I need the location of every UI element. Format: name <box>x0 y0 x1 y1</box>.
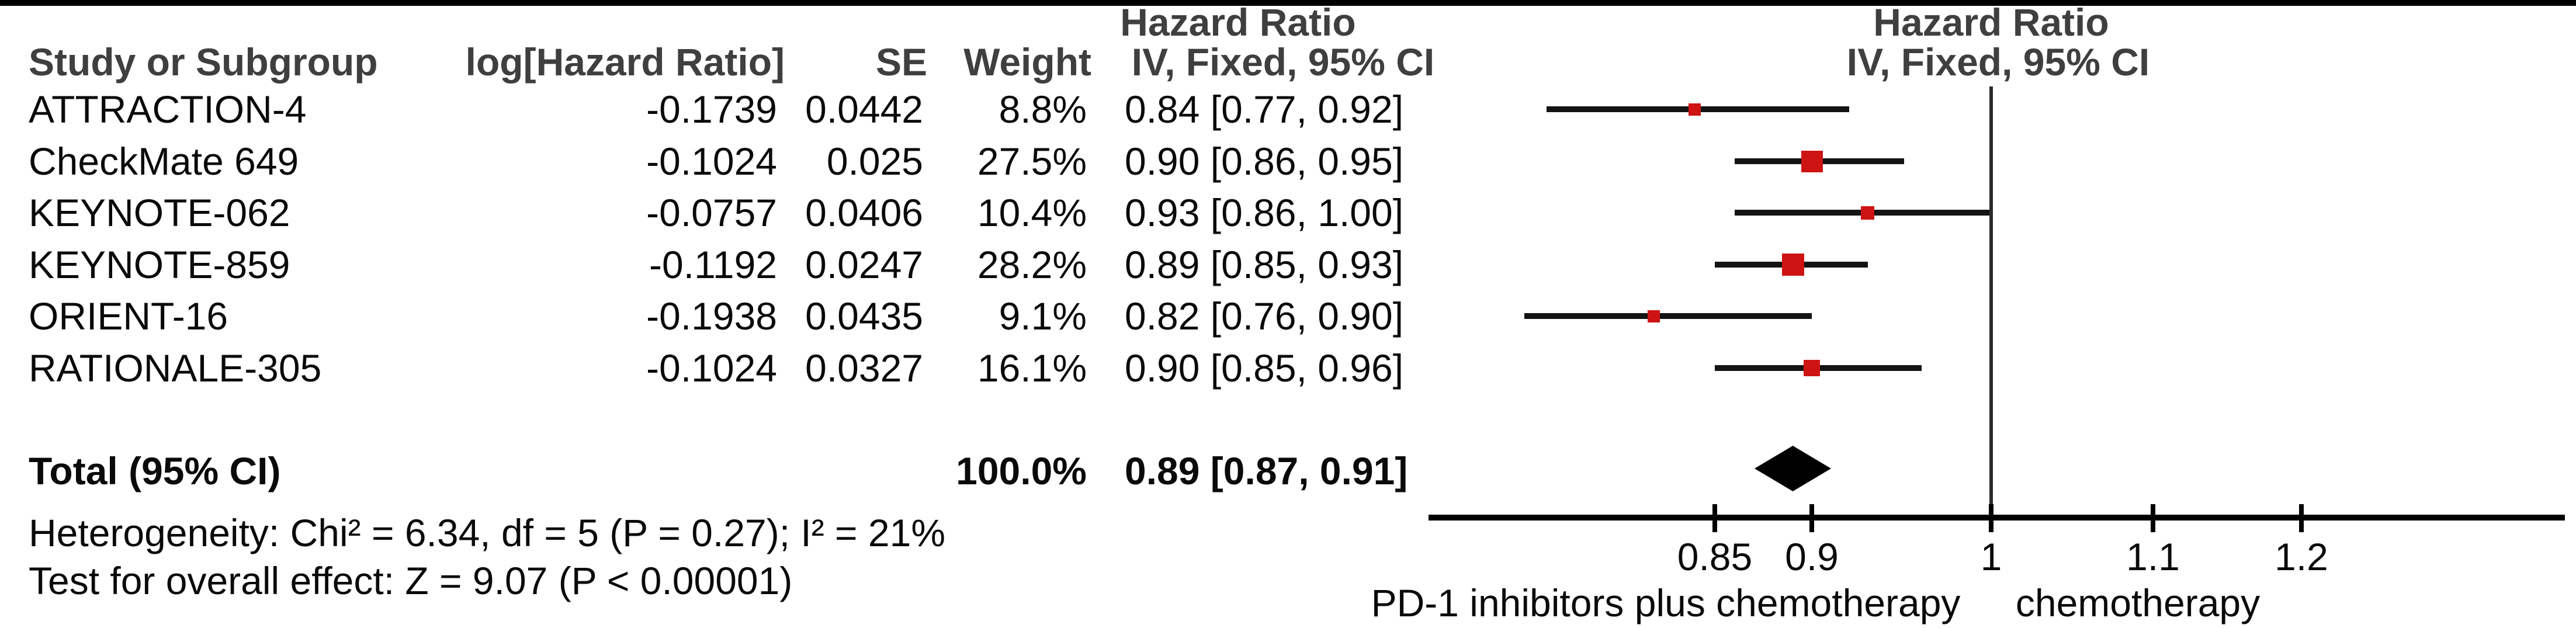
study-se: 0.025 <box>826 140 923 183</box>
point-estimate-marker <box>1648 310 1660 322</box>
study-name: RATIONALE-305 <box>29 346 322 390</box>
point-estimate-marker <box>1782 254 1804 276</box>
x-axis-tick <box>2151 504 2155 532</box>
column-header-se: SE <box>875 40 927 84</box>
x-axis-tick <box>1712 504 1717 532</box>
point-estimate-marker <box>1801 151 1823 172</box>
x-axis-tick-label: 1.2 <box>2275 535 2328 578</box>
study-name: ATTRACTION-4 <box>29 88 307 131</box>
study-log-hr: -0.1938 <box>646 294 777 338</box>
hazard-ratio-header-right: Hazard Ratio <box>1873 1 2109 44</box>
x-axis-line <box>1429 515 2565 521</box>
null-effect-line <box>1989 86 1993 518</box>
study-weight: 8.8% <box>998 88 1087 131</box>
study-estimate: 0.90 [0.85, 0.96] <box>1125 346 1404 390</box>
point-estimate-marker <box>1804 360 1820 376</box>
x-axis-tick <box>1809 504 1814 532</box>
header-rule <box>0 0 2576 6</box>
total-row-estimate: 0.89 [0.87, 0.91] <box>1125 449 1408 492</box>
ci-line <box>1524 313 1812 319</box>
study-se: 0.0435 <box>805 294 923 338</box>
favours-left-label: PD-1 inhibitors plus chemotherapy <box>1371 581 1961 624</box>
column-header-ci-method-left: IV, Fixed, 95% CI <box>1131 40 1435 84</box>
study-estimate: 0.90 [0.86, 0.95] <box>1125 140 1404 183</box>
study-log-hr: -0.0757 <box>646 191 777 234</box>
study-weight: 28.2% <box>977 243 1087 286</box>
column-header-weight: Weight <box>963 40 1091 84</box>
x-axis-tick <box>1989 504 1993 532</box>
study-estimate: 0.84 [0.77, 0.92] <box>1125 88 1404 131</box>
study-weight: 9.1% <box>998 294 1087 338</box>
study-estimate: 0.89 [0.85, 0.93] <box>1125 243 1404 286</box>
study-se: 0.0442 <box>805 88 923 131</box>
study-log-hr: -0.1739 <box>646 88 777 131</box>
total-row-label: Total (95% CI) <box>29 449 281 492</box>
study-name: CheckMate 649 <box>29 140 299 183</box>
study-weight: 27.5% <box>977 140 1087 183</box>
column-header-log-hazard-ratio: log[Hazard Ratio] <box>465 40 785 84</box>
x-axis-tick-label: 0.85 <box>1677 535 1753 578</box>
study-log-hr: -0.1192 <box>649 243 777 286</box>
study-se: 0.0327 <box>805 346 923 390</box>
study-log-hr: -0.1024 <box>646 140 777 183</box>
point-estimate-marker <box>1689 103 1701 116</box>
study-estimate: 0.82 [0.76, 0.90] <box>1125 294 1404 338</box>
study-weight: 16.1% <box>977 346 1087 390</box>
point-estimate-marker <box>1861 206 1874 220</box>
favours-right-label: chemotherapy <box>2015 581 2260 624</box>
column-header-ci-method-right: IV, Fixed, 95% CI <box>1846 40 2150 84</box>
study-log-hr: -0.1024 <box>646 346 777 390</box>
study-name: ORIENT-16 <box>29 294 228 338</box>
x-axis-tick-label: 0.9 <box>1785 535 1839 578</box>
hazard-ratio-header-left: Hazard Ratio <box>1120 1 1356 44</box>
heterogeneity-note: Heterogeneity: Chi² = 6.34, df = 5 (P = … <box>29 511 946 554</box>
study-weight: 10.4% <box>977 191 1087 234</box>
study-name: KEYNOTE-859 <box>29 243 290 286</box>
total-diamond <box>1755 446 1831 491</box>
overall-effect-note: Test for overall effect: Z = 9.07 (P < 0… <box>29 559 793 602</box>
column-header-study: Study or Subgroup <box>29 40 378 84</box>
x-axis-tick-label: 1 <box>1980 535 2002 578</box>
study-name: KEYNOTE-062 <box>29 191 290 234</box>
x-axis-tick <box>2299 504 2304 532</box>
study-se: 0.0406 <box>805 191 923 234</box>
total-row-weight: 100.0% <box>956 449 1087 492</box>
study-estimate: 0.93 [0.86, 1.00] <box>1125 191 1404 234</box>
x-axis-tick-label: 1.1 <box>2126 535 2180 578</box>
study-se: 0.0247 <box>805 243 923 286</box>
